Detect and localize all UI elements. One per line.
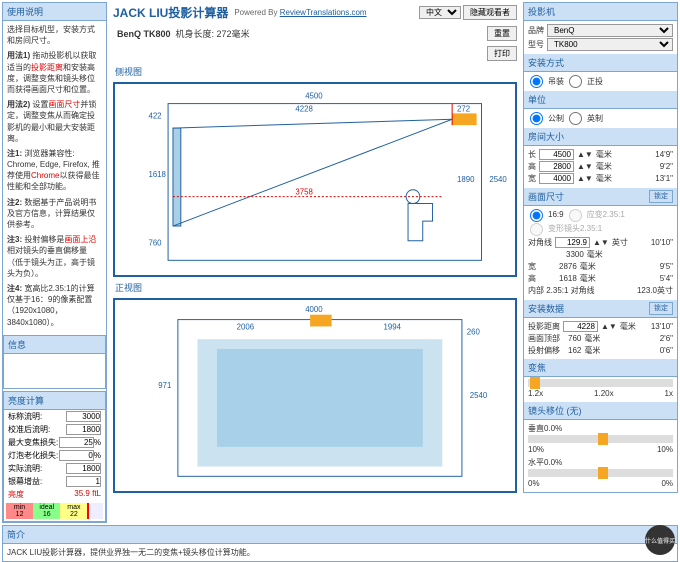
usage-header: 使用说明 (3, 3, 106, 21)
svg-text:4500: 4500 (305, 92, 323, 101)
svg-text:2540: 2540 (470, 391, 488, 400)
svg-text:3758: 3758 (295, 188, 313, 197)
powered-by: Powered By ReviewTranslations.com (234, 8, 366, 17)
bright-input[interactable] (66, 476, 101, 487)
usage-body: 选择目标机型，安装方式和房间尺寸。 用法1) 拖动投影机以获取适当的投影距离和安… (3, 21, 106, 335)
units-imperial-radio[interactable] (569, 112, 582, 125)
brightness-panel: 亮度计算 标称流明:校准后流明:最大变焦损失:%灯泡老化损失:%实际流明:银幕增… (3, 391, 106, 522)
mount-front-radio[interactable] (569, 75, 582, 88)
bright-input[interactable] (59, 437, 94, 448)
bright-input[interactable] (66, 411, 101, 422)
vshift-slider[interactable] (528, 435, 673, 443)
ar-ana-radio (530, 223, 543, 236)
projector-icon[interactable] (452, 113, 476, 125)
hshift-slider[interactable] (528, 469, 673, 477)
throw-input[interactable] (563, 321, 598, 332)
room-width-input[interactable] (539, 173, 574, 184)
watermark-icon: 什么值得买 (645, 525, 675, 555)
bright-input[interactable] (59, 450, 94, 461)
zoom-slider[interactable] (528, 379, 673, 387)
lock-install-button[interactable]: 锁定 (649, 302, 673, 315)
room-length-input[interactable] (539, 149, 574, 160)
svg-text:1618: 1618 (148, 170, 166, 179)
svg-text:272: 272 (457, 104, 470, 113)
reset-button[interactable]: 重置 (487, 26, 517, 41)
diagonal-input[interactable] (555, 237, 590, 248)
projector-top-icon[interactable] (310, 315, 332, 327)
lock-button[interactable]: 锁定 (649, 190, 673, 203)
svg-text:4228: 4228 (295, 104, 313, 113)
brand-select[interactable]: BenQ (547, 24, 673, 37)
hide-viewer-button[interactable]: 隐藏观看者 (463, 5, 517, 20)
side-view-diagram[interactable]: 3758 4500 4228 272 2540 1618 760 422 189… (113, 82, 517, 277)
info-panel: 信息 (3, 335, 106, 389)
svg-text:4000: 4000 (305, 305, 323, 314)
svg-text:422: 422 (148, 111, 161, 120)
model-select[interactable]: TK800 (547, 38, 673, 51)
brightness-meter: min12 ideal16 max22 (6, 503, 103, 519)
brightness-result-label: 亮度 (8, 489, 24, 500)
ar-169-radio[interactable] (530, 209, 543, 222)
room-height-input[interactable] (539, 161, 574, 172)
page-title: JACK LIU投影计算器 (113, 4, 228, 21)
powered-link[interactable]: ReviewTranslations.com (280, 8, 367, 17)
svg-text:971: 971 (158, 381, 171, 390)
svg-text:1994: 1994 (384, 322, 402, 331)
bright-input[interactable] (66, 463, 101, 474)
language-select[interactable]: 中文 (419, 6, 461, 19)
viewer-icon (406, 190, 432, 241)
svg-text:2540: 2540 (489, 175, 507, 184)
svg-text:1890: 1890 (457, 175, 475, 184)
info-header: 信息 (4, 336, 105, 354)
mount-ceiling-radio[interactable] (530, 75, 543, 88)
side-view-title: 侧视图 (111, 63, 519, 80)
footer-panel: 简介 JACK LIU投影计算器，提供业界独一无二的变焦+镜头移位计算功能。 (2, 525, 678, 562)
units-metric-radio[interactable] (530, 112, 543, 125)
top-view-diagram[interactable]: 4000 2006 1994 2540 260 971 (113, 298, 517, 493)
model-info: BenQ TK800 机身长度: 272毫米 (113, 25, 254, 42)
ar-235-radio (569, 209, 582, 222)
usage-panel: 使用说明 选择目标机型，安装方式和房间尺寸。 用法1) 拖动投影机以获取适当的投… (3, 3, 106, 335)
brightness-result-value: 35.9 ftL (74, 489, 101, 500)
svg-text:260: 260 (467, 327, 481, 336)
svg-text:2006: 2006 (237, 322, 255, 331)
top-view-title: 正视图 (111, 279, 519, 296)
bright-input[interactable] (66, 424, 101, 435)
svg-text:760: 760 (148, 239, 162, 248)
projector-panel: 投影机 品牌BenQ 型号TK800 安装方式 吊装 正投 单位 公制 英制 房… (523, 2, 678, 493)
print-button[interactable]: 打印 (487, 46, 517, 61)
brightness-header: 亮度计算 (4, 392, 105, 410)
